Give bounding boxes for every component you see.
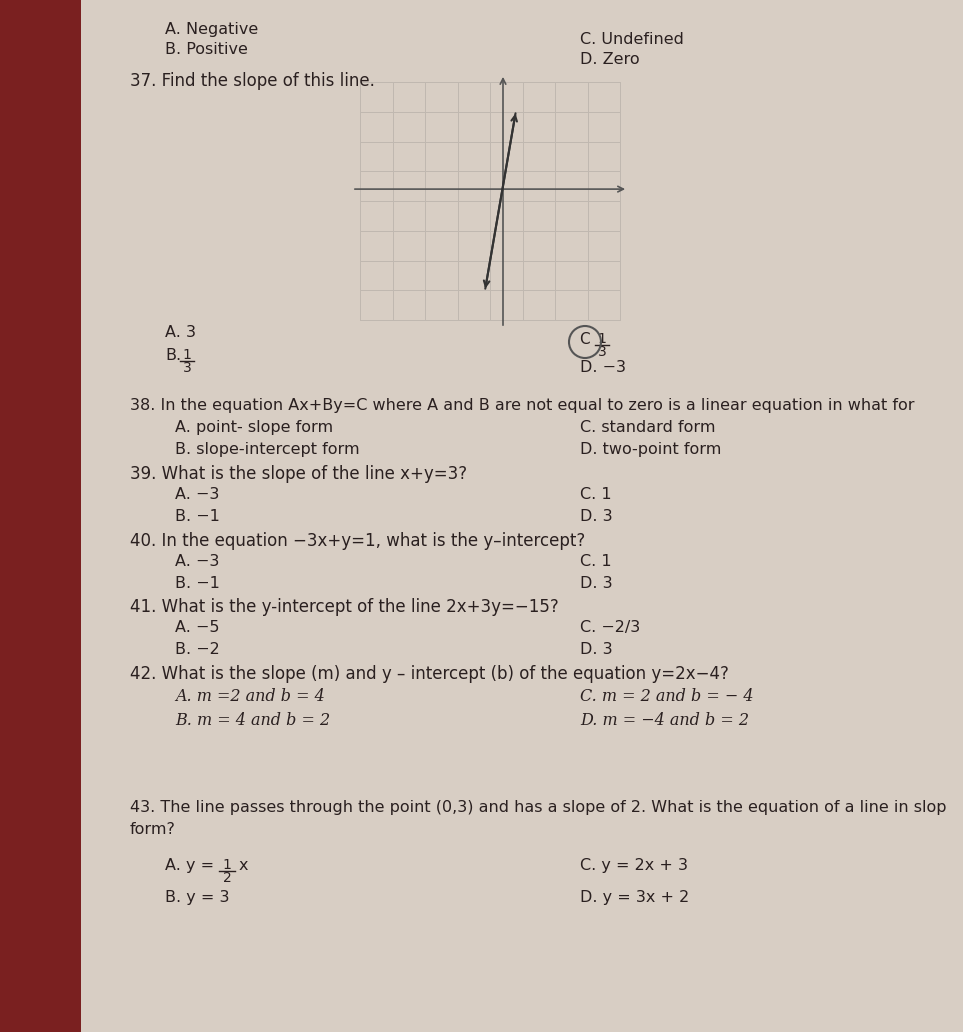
- Text: A. −5: A. −5: [175, 620, 220, 635]
- Text: 37. Find the slope of this line.: 37. Find the slope of this line.: [130, 72, 375, 90]
- Text: 38. In the equation Ax+By=C where A and B are not equal to zero is a linear equa: 38. In the equation Ax+By=C where A and …: [130, 398, 915, 413]
- Text: form?: form?: [130, 823, 176, 837]
- Text: A. m =2 and b = 4: A. m =2 and b = 4: [175, 688, 325, 705]
- Text: D. y = 3x + 2: D. y = 3x + 2: [580, 890, 690, 905]
- Text: C. standard form: C. standard form: [580, 420, 716, 436]
- Text: D. m = −4 and b = 2: D. m = −4 and b = 2: [580, 712, 749, 729]
- Text: B. y = 3: B. y = 3: [165, 890, 229, 905]
- Text: C. y = 2x + 3: C. y = 2x + 3: [580, 858, 688, 873]
- Text: B.: B.: [165, 348, 181, 363]
- Text: D. −3: D. −3: [580, 360, 626, 375]
- Text: x: x: [239, 858, 248, 873]
- Text: A. point- slope form: A. point- slope form: [175, 420, 333, 436]
- Text: A. −3: A. −3: [175, 554, 220, 569]
- Text: C. 1: C. 1: [580, 554, 612, 569]
- Text: C. 1: C. 1: [580, 487, 612, 502]
- Text: D. Zero: D. Zero: [580, 52, 639, 67]
- Text: 1: 1: [222, 858, 231, 872]
- Text: A. −3: A. −3: [175, 487, 220, 502]
- Text: A. y =: A. y =: [165, 858, 214, 873]
- Text: 3: 3: [598, 345, 607, 359]
- Text: 1: 1: [183, 348, 192, 362]
- Text: 2: 2: [222, 871, 231, 885]
- Text: D. 3: D. 3: [580, 576, 612, 591]
- Text: 43. The line passes through the point (0,3) and has a slope of 2. What is the eq: 43. The line passes through the point (0…: [130, 800, 947, 815]
- Text: 39. What is the slope of the line x+y=3?: 39. What is the slope of the line x+y=3?: [130, 465, 467, 483]
- Text: B. −2: B. −2: [175, 642, 220, 657]
- Text: D. two-point form: D. two-point form: [580, 442, 721, 457]
- Text: 40. In the equation −3x+y=1, what is the y–intercept?: 40. In the equation −3x+y=1, what is the…: [130, 533, 586, 550]
- Text: A. 3: A. 3: [165, 325, 196, 340]
- Text: 3: 3: [183, 361, 192, 375]
- Text: C: C: [579, 332, 589, 347]
- Text: B. m = 4 and b = 2: B. m = 4 and b = 2: [175, 712, 330, 729]
- Text: B. Positive: B. Positive: [165, 42, 247, 57]
- Text: D. 3: D. 3: [580, 509, 612, 524]
- Text: 1: 1: [598, 332, 607, 346]
- Text: 41. What is the y-intercept of the line 2x+3y=−15?: 41. What is the y-intercept of the line …: [130, 598, 559, 616]
- Text: B. −1: B. −1: [175, 576, 220, 591]
- Text: C. Undefined: C. Undefined: [580, 32, 684, 47]
- Text: B. slope-intercept form: B. slope-intercept form: [175, 442, 359, 457]
- Text: C. m = 2 and b = − 4: C. m = 2 and b = − 4: [580, 688, 753, 705]
- Text: 42. What is the slope (m) and y – intercept (b) of the equation y=2x−4?: 42. What is the slope (m) and y – interc…: [130, 665, 729, 683]
- Text: B. −1: B. −1: [175, 509, 220, 524]
- Text: D. 3: D. 3: [580, 642, 612, 657]
- Text: C. −2/3: C. −2/3: [580, 620, 640, 635]
- Text: A. Negative: A. Negative: [165, 22, 258, 37]
